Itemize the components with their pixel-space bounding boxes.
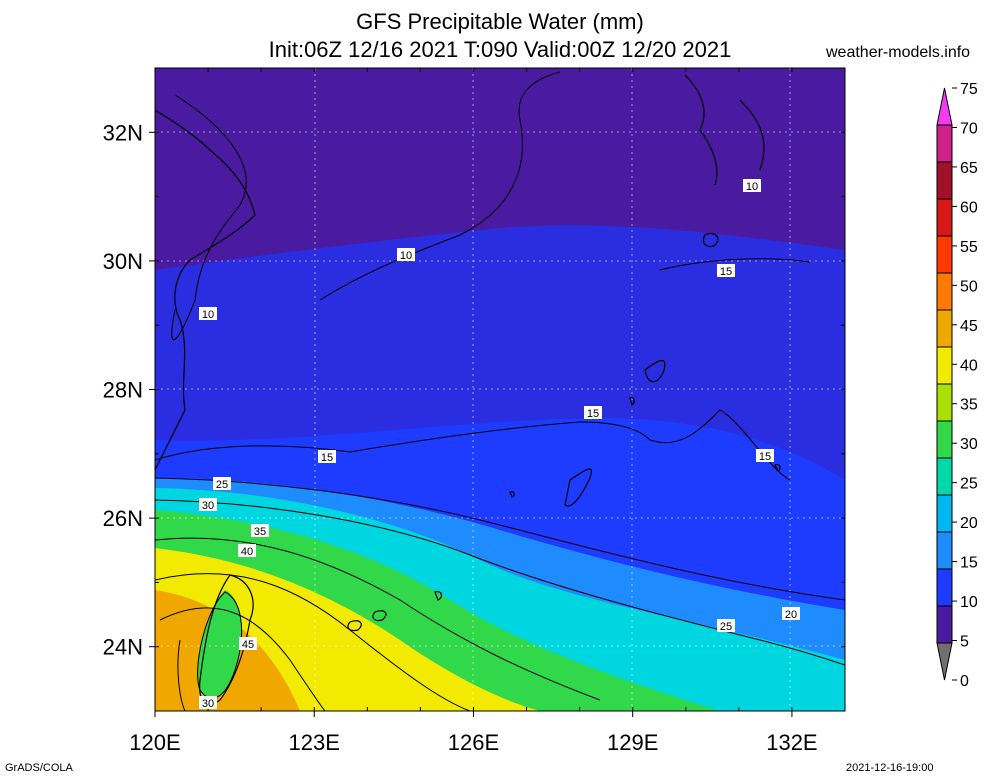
- contour-label: 15: [756, 449, 774, 463]
- colorbar-segment: [936, 346, 953, 385]
- contour-lines: [155, 71, 845, 711]
- contour-label: 25: [717, 619, 735, 633]
- colorbar-segment: [936, 494, 953, 533]
- axis-labels: 120E 123E 126E 129E 132E 24N 26N 28N 30N 32N: [103, 120, 818, 755]
- contour-label: 10: [397, 248, 415, 262]
- map-title: GFS Precipitable Water (mm): [356, 9, 644, 34]
- colorbar-label: 30: [960, 436, 978, 453]
- footer-timestamp: 2021-12-16-19:00: [846, 762, 934, 774]
- svg-text:15: 15: [321, 452, 333, 464]
- svg-text:10: 10: [400, 250, 412, 262]
- map-subtitle: Init:06Z 12/16 2021 T:090 Valid:00Z 12/2…: [268, 37, 732, 62]
- contour-label: 45: [239, 637, 257, 651]
- contour-label: 40: [238, 544, 256, 558]
- contour-label: 10: [199, 307, 217, 321]
- colorbar-label: 40: [960, 357, 978, 374]
- lon-tick-label: 132E: [766, 730, 817, 755]
- colorbar-segment: [936, 198, 953, 237]
- contour-label: 15: [584, 406, 602, 420]
- svg-text:15: 15: [587, 408, 599, 420]
- lat-tick-label: 32N: [103, 120, 143, 145]
- colorbar-segment: [936, 161, 953, 200]
- taiwan-green-core: [197, 590, 242, 699]
- svg-text:15: 15: [720, 266, 732, 278]
- lon-tick-label: 123E: [289, 730, 340, 755]
- colorbar-label: 50: [960, 278, 978, 295]
- footer-software: GrADS/COLA: [5, 762, 73, 774]
- svg-text:20: 20: [785, 609, 797, 621]
- colorbar-segment: [936, 568, 953, 607]
- colorbar-label: 70: [960, 120, 978, 137]
- colorbar-segment: [936, 235, 953, 274]
- colorbar-segment: [936, 309, 953, 348]
- colorbar-label: 25: [960, 476, 978, 493]
- colorbar-label: 45: [960, 318, 978, 335]
- lat-tick-label: 24N: [103, 635, 143, 660]
- svg-text:30: 30: [202, 500, 214, 512]
- colorbar-label: 15: [960, 555, 978, 572]
- colorbar-segment: [936, 531, 953, 570]
- svg-text:45: 45: [242, 639, 254, 651]
- colorbar-segment: [936, 87, 953, 126]
- contour-label: 10: [743, 179, 761, 193]
- contour-label: 25: [213, 477, 231, 491]
- svg-text:35: 35: [254, 526, 266, 538]
- colorbar-segment: [936, 642, 953, 681]
- axis-ticks: [149, 67, 846, 717]
- colorbar-label: 20: [960, 515, 978, 532]
- contour-label: 30: [199, 696, 217, 710]
- lat-tick-label: 26N: [103, 506, 143, 531]
- colorbar-segment: [936, 383, 953, 422]
- lon-tick-label: 126E: [448, 730, 499, 755]
- contour-label: 20: [782, 607, 800, 621]
- lon-tick-label: 129E: [607, 730, 658, 755]
- contour-label: 15: [318, 450, 336, 464]
- lat-tick-label: 30N: [103, 249, 143, 274]
- svg-text:10: 10: [746, 181, 758, 193]
- svg-text:15: 15: [759, 451, 771, 463]
- colorbar-label: 60: [960, 199, 978, 216]
- lon-tick-label: 120E: [129, 730, 180, 755]
- colorbar-label: 65: [960, 160, 978, 177]
- svg-text:40: 40: [241, 546, 253, 558]
- colorbar-label: 5: [960, 634, 969, 651]
- colorbar-segment: [936, 605, 953, 644]
- contour-label: 15: [717, 264, 735, 278]
- colorbar-label: 55: [960, 239, 978, 256]
- colorbar-segment: [936, 124, 953, 163]
- svg-text:10: 10: [202, 309, 214, 321]
- svg-text:25: 25: [720, 621, 732, 633]
- svg-text:25: 25: [216, 479, 228, 491]
- colorbar-label: 75: [960, 81, 978, 98]
- colorbar-segment: [936, 420, 953, 459]
- colorbar-segment: [936, 272, 953, 311]
- lat-tick-label: 28N: [103, 378, 143, 403]
- svg-text:30: 30: [202, 698, 214, 710]
- coastlines: [155, 74, 781, 705]
- contour-label: 30: [199, 498, 217, 512]
- site-label: weather-models.info: [826, 44, 971, 61]
- colorbar-label: 10: [960, 594, 978, 611]
- colorbar-label: 0: [960, 673, 969, 690]
- graticule: [155, 68, 845, 711]
- colorbar-segment: [936, 457, 953, 496]
- contour-label: 35: [251, 524, 269, 538]
- colorbar-label: 35: [960, 397, 978, 414]
